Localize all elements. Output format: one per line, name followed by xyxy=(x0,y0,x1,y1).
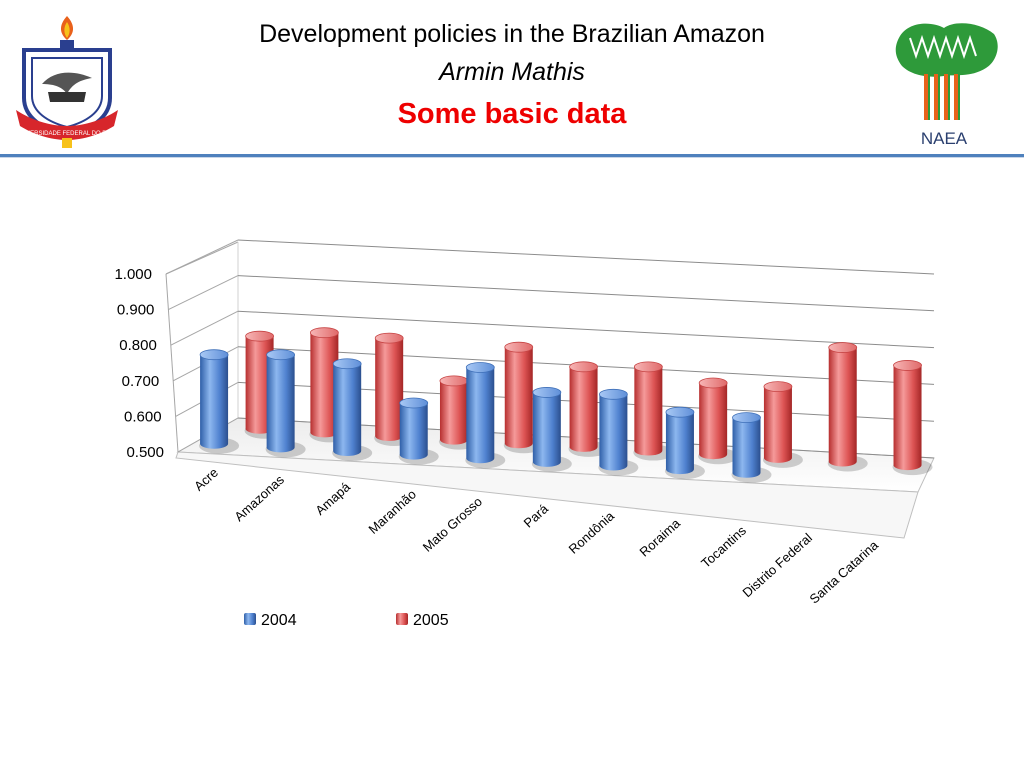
gridline xyxy=(237,310,935,349)
naea-logo: NAEA xyxy=(895,23,998,148)
bar-2004-body xyxy=(466,367,495,464)
y-tick-label: 0.800 xyxy=(119,337,157,354)
header-rule xyxy=(0,154,1024,157)
legend-label-2005: 2005 xyxy=(413,612,449,629)
bar-2005-top xyxy=(245,330,274,342)
x-category-label: Tocantins xyxy=(698,523,749,571)
bar-2005-top xyxy=(309,327,339,339)
chart-legend: 2004 2005 xyxy=(244,612,449,629)
bar-2005-body xyxy=(439,380,468,445)
x-category-label: Santa Catarina xyxy=(807,537,882,607)
header-rule-shadow xyxy=(0,157,1024,158)
bar-2005 xyxy=(633,361,674,461)
bar-2004-body xyxy=(532,392,561,467)
bar-2004-top xyxy=(399,397,429,409)
bar-2004 xyxy=(398,397,439,465)
bar-2005-top xyxy=(893,360,922,371)
bar-2005-body xyxy=(763,386,792,463)
bar-2004-body xyxy=(399,402,428,460)
bar-2005 xyxy=(568,361,609,457)
bar-2005-top xyxy=(504,341,534,353)
bar-2005 xyxy=(827,342,868,472)
bar-2005 xyxy=(698,377,739,465)
bar-2005-top xyxy=(569,361,598,373)
bar-2004-body xyxy=(333,363,362,456)
bar-2005 xyxy=(892,360,933,476)
gridline-side xyxy=(170,310,239,346)
gridline xyxy=(237,239,935,275)
bar-2005-body xyxy=(245,336,274,434)
bar-2004 xyxy=(332,358,373,461)
bar-2005-body xyxy=(634,366,663,456)
bar-2005-body xyxy=(569,366,598,452)
slide-title: Development policies in the Brazilian Am… xyxy=(259,20,765,48)
bar-2005-body xyxy=(504,347,533,449)
legend-swatch-2004 xyxy=(244,613,256,625)
legend-label-2004: 2004 xyxy=(261,612,297,629)
bar-2005-top xyxy=(828,342,858,353)
bar-2004-top xyxy=(266,349,296,361)
x-category-label: Mato Grosso xyxy=(420,494,485,555)
bar-2005-top xyxy=(633,361,663,373)
x-category-label: Amazonas xyxy=(231,472,287,525)
bar-2004-top xyxy=(199,349,229,361)
y-tick-label: 0.900 xyxy=(117,302,155,319)
bar-2004 xyxy=(598,388,639,476)
gridline xyxy=(237,275,935,312)
bar-2004 xyxy=(531,387,572,472)
bar-2005 xyxy=(309,327,350,443)
left-wall-edge xyxy=(165,273,179,453)
bar-2004-body xyxy=(732,417,761,478)
x-category-label: Distrito Federal xyxy=(739,530,815,600)
bar-2004 xyxy=(664,406,705,480)
x-category-label: Acre xyxy=(191,465,221,494)
y-tick-label: 0.700 xyxy=(122,373,160,390)
bar-2004 xyxy=(265,349,306,458)
bar-2005-body xyxy=(893,365,922,471)
bar-2004-top xyxy=(532,387,562,398)
bar-2005-top xyxy=(698,377,728,389)
y-tick-label: 0.600 xyxy=(124,408,162,425)
bar-2004 xyxy=(465,362,506,469)
bar-2004-top xyxy=(332,358,362,370)
bar-2004-top xyxy=(732,412,761,424)
bar-2004-body xyxy=(665,412,694,475)
chart-bars xyxy=(199,327,933,483)
crest-text: UNIVERSIDADE FEDERAL DO PARÁ xyxy=(16,130,118,137)
bar-2005-body xyxy=(375,338,404,442)
y-axis-tick-labels: 0.500 0.600 0.700 0.800 0.900 1.000 xyxy=(114,266,164,461)
x-category-label: Maranhão xyxy=(365,487,419,537)
university-crest-logo: UNIVERSIDADE FEDERAL DO PARÁ xyxy=(16,16,118,148)
slide-author: Armin Mathis xyxy=(439,58,585,86)
y-tick-label: 1.000 xyxy=(114,266,152,283)
bar-2005-body xyxy=(828,347,857,467)
bar-2005-body xyxy=(310,332,339,438)
slide-subtitle: Some basic data xyxy=(397,98,627,130)
chart-floor-front xyxy=(175,451,919,539)
gridline-side xyxy=(165,239,239,275)
bar-2004-top xyxy=(465,362,495,373)
bar-2004-body xyxy=(200,354,229,449)
y-tick-label: 0.500 xyxy=(126,444,164,461)
bar-2004 xyxy=(199,349,240,454)
bar-2005 xyxy=(762,381,803,468)
bar-2004-body xyxy=(266,354,295,453)
bar-2004 xyxy=(731,412,772,483)
x-category-label: Amapá xyxy=(312,479,353,518)
bar-2004-body xyxy=(599,394,628,471)
x-category-label: Pará xyxy=(521,501,552,531)
naea-logo-text: NAEA xyxy=(921,129,968,148)
bar-2004-top xyxy=(665,406,695,418)
bar-2005-top xyxy=(374,332,404,344)
legend-swatch-2005 xyxy=(396,613,408,625)
bar-2004-top xyxy=(598,388,628,400)
bar-2005-top xyxy=(763,381,793,393)
bar-2005-body xyxy=(699,382,728,460)
bar-2005-top xyxy=(439,375,469,387)
x-category-label: Roraima xyxy=(636,515,683,560)
x-category-label: Rondônia xyxy=(566,508,618,557)
slide-header: Development policies in the Brazilian Am… xyxy=(0,0,1024,158)
gridline-side xyxy=(168,275,239,311)
